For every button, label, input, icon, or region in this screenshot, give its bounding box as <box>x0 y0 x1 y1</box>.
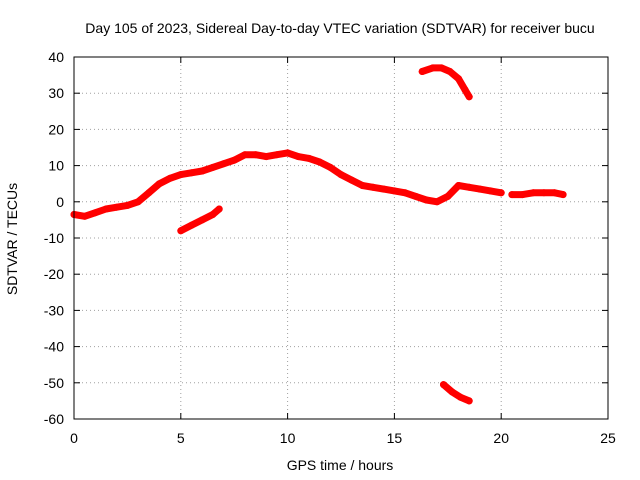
data-point <box>476 185 484 193</box>
data-point <box>540 189 548 197</box>
data-point <box>273 151 281 159</box>
data-point <box>209 211 217 218</box>
y-tick-label: 20 <box>48 121 64 137</box>
y-tick-label: 10 <box>48 158 64 174</box>
data-point <box>465 183 473 191</box>
x-tick-labels: 0 5 10 15 20 25 <box>70 430 616 446</box>
data-point <box>529 189 537 197</box>
data-point <box>91 209 99 217</box>
data-point <box>215 205 223 213</box>
y-tick-label: -50 <box>44 375 64 391</box>
data-point <box>155 180 163 188</box>
chart-title: Day 105 of 2023, Sidereal Day-to-day VTE… <box>85 20 594 36</box>
data-point <box>519 191 527 199</box>
data-point <box>455 182 462 189</box>
data-point <box>198 216 206 224</box>
x-tick-label: 25 <box>600 430 616 446</box>
data-point <box>461 86 469 94</box>
data-point <box>422 196 430 204</box>
series-main <box>70 149 505 220</box>
data-point <box>551 189 559 197</box>
data-point <box>134 198 142 206</box>
data-point <box>440 381 447 389</box>
data-point <box>455 75 462 83</box>
tick-marks <box>73 56 609 420</box>
data-point <box>113 203 121 211</box>
series-tail <box>508 189 567 199</box>
data-point <box>418 68 426 75</box>
series-line <box>440 381 473 405</box>
data-point <box>433 198 441 206</box>
data-point <box>465 397 473 405</box>
data-point <box>508 191 516 199</box>
data-point <box>123 201 131 209</box>
data-point <box>209 163 217 171</box>
y-tick-label: -60 <box>44 411 64 427</box>
data-point <box>497 189 505 197</box>
x-tick-label: 15 <box>387 430 403 446</box>
data-point <box>559 191 567 199</box>
data-point <box>380 185 388 193</box>
plot-frame <box>73 56 609 420</box>
x-tick-label: 10 <box>280 430 296 446</box>
data-point <box>220 160 227 168</box>
data-point <box>177 227 185 235</box>
grid <box>74 57 608 419</box>
data-point <box>446 68 454 75</box>
y-tick-labels: -60 -50 -40 -30 -20 -10 0 10 20 30 40 <box>44 49 64 427</box>
data-point <box>348 176 356 184</box>
y-tick-label: 30 <box>48 85 64 101</box>
series-arc-bottom <box>440 381 473 405</box>
data-point <box>188 169 195 177</box>
data-point <box>369 183 377 191</box>
data-point <box>102 205 110 213</box>
x-tick-label: 0 <box>70 430 78 446</box>
data-point <box>230 156 238 164</box>
data-series <box>70 64 567 405</box>
data-point <box>198 167 206 175</box>
data-point <box>457 393 465 401</box>
data-point <box>284 149 292 157</box>
data-point <box>448 388 456 396</box>
data-point <box>337 171 345 179</box>
y-tick-label: -30 <box>44 302 64 318</box>
data-point <box>166 174 174 182</box>
data-point <box>145 189 153 197</box>
y-tick-label: -20 <box>44 266 64 282</box>
data-point <box>326 163 334 171</box>
data-point <box>252 151 260 159</box>
data-point <box>294 153 302 161</box>
data-point <box>241 151 249 159</box>
series-arc-high <box>418 64 473 101</box>
data-point <box>188 221 195 229</box>
y-tick-label: -10 <box>44 230 64 246</box>
data-point <box>437 64 445 72</box>
data-point <box>390 187 398 195</box>
data-point <box>81 212 89 220</box>
data-point <box>401 189 409 197</box>
y-axis-label: SDTVAR / TECUs <box>4 183 20 295</box>
y-tick-label: 40 <box>48 49 64 65</box>
data-point <box>412 192 420 200</box>
y-tick-label: -40 <box>44 339 64 355</box>
data-point <box>262 153 270 161</box>
data-point <box>177 171 185 179</box>
data-point <box>444 192 452 200</box>
series-arc-low <box>177 205 223 235</box>
data-point <box>358 182 366 189</box>
data-point <box>487 187 494 195</box>
y-tick-label: 0 <box>56 194 64 210</box>
data-point <box>316 158 324 166</box>
data-point <box>429 64 437 72</box>
x-tick-label: 20 <box>493 430 509 446</box>
x-tick-label: 5 <box>177 430 185 446</box>
x-axis-label: GPS time / hours <box>287 457 394 473</box>
data-point <box>305 154 313 162</box>
data-point <box>465 93 473 101</box>
